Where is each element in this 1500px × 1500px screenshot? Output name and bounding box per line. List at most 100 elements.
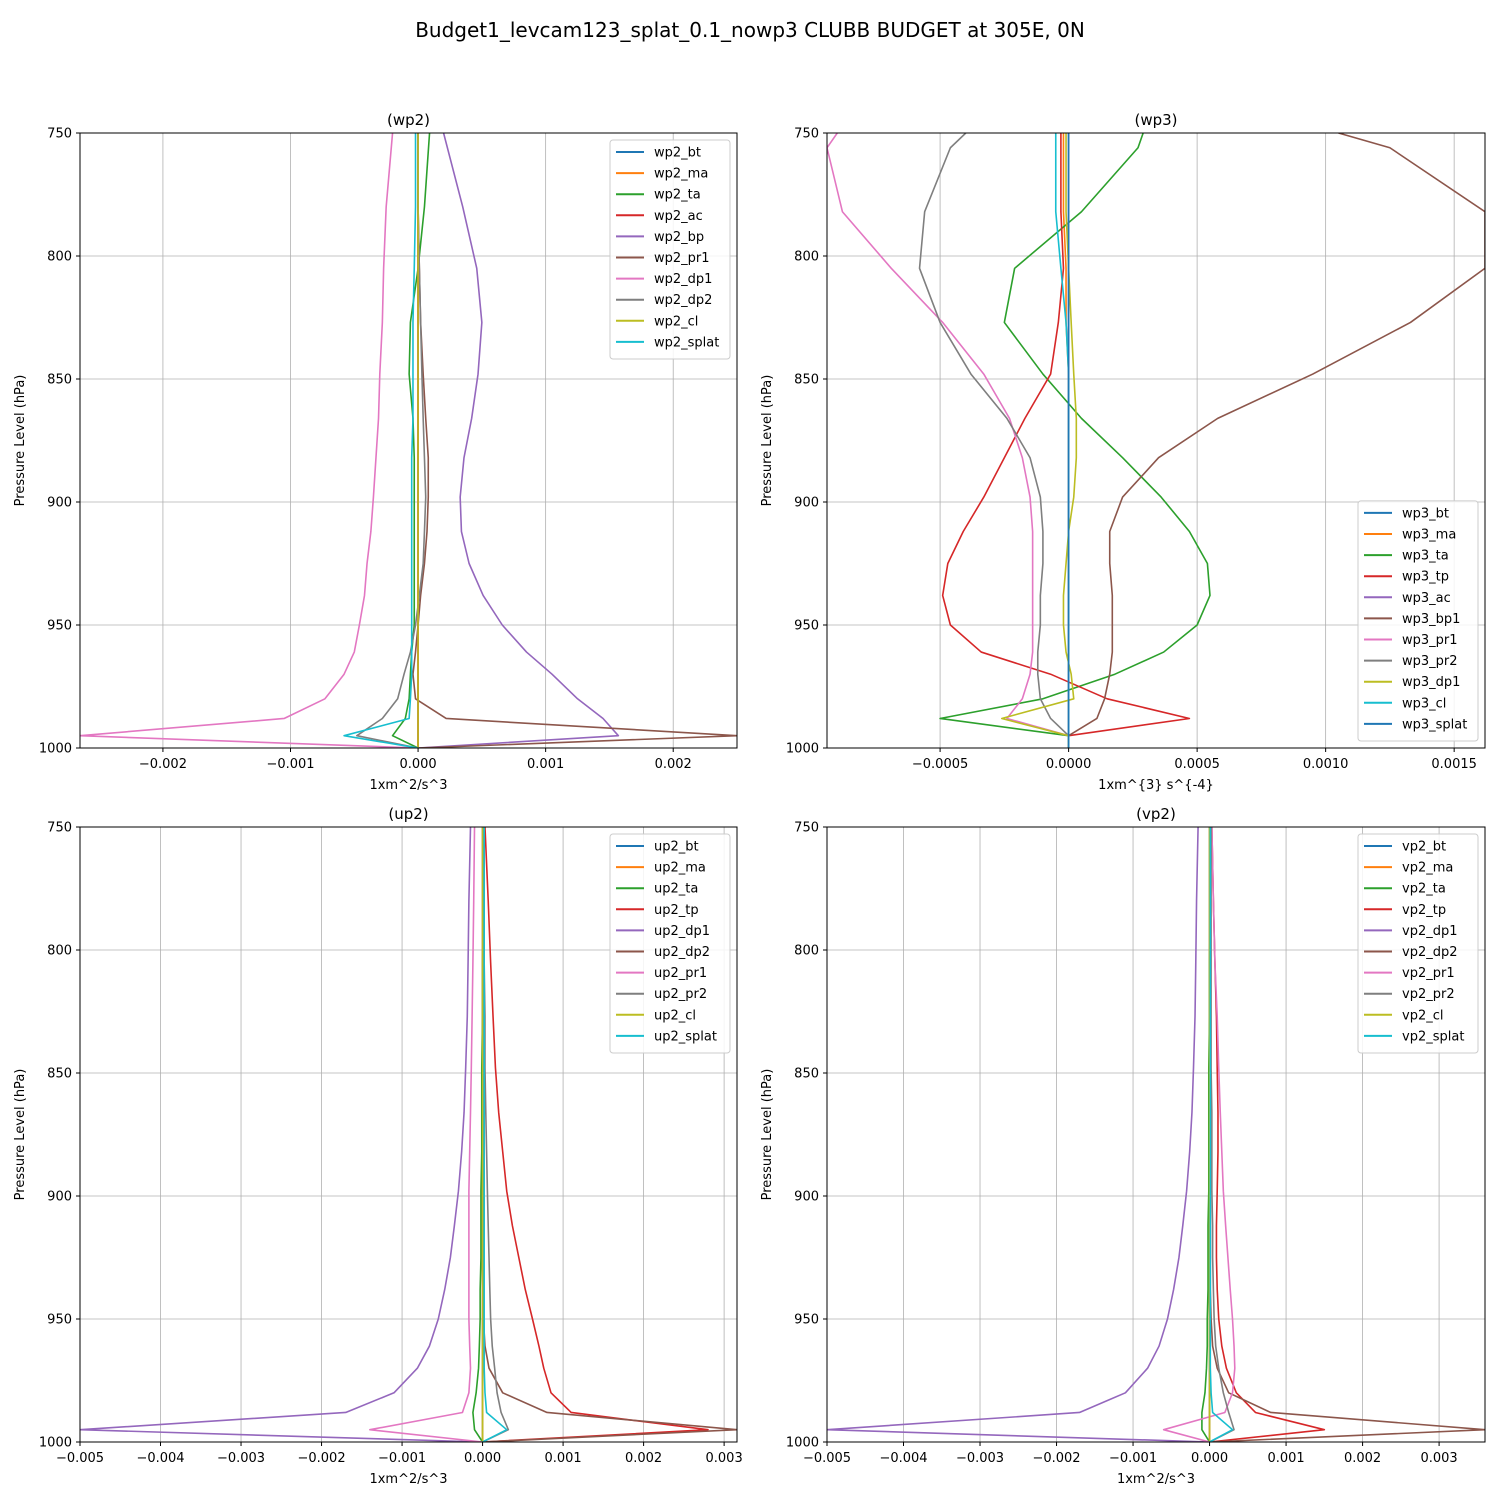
x-tick-label: 0.0015: [1431, 757, 1477, 772]
x-tick-label: −0.002: [1032, 1451, 1080, 1466]
subplots-group: −0.002 −0.001 0.000 0.001 0.002 750 800 850 900 9…: [13, 111, 1486, 1487]
series-group: [827, 827, 1485, 1442]
legend-label: up2_cl: [654, 1008, 696, 1023]
legend-item: wp2_bt: [616, 146, 701, 161]
legend-label: wp3_ta: [1402, 549, 1449, 564]
series-line-wp2_bp: [418, 133, 620, 748]
y-axis-label: Pressure Level (hPa): [760, 1069, 775, 1201]
legend-label: vp2_ta: [1402, 882, 1446, 897]
legend-label: wp3_splat: [1402, 717, 1467, 732]
legend-label: wp2_bt: [654, 146, 701, 161]
y-tick-label: 900: [794, 496, 819, 511]
y-tick-label: 950: [47, 619, 72, 634]
legend-item: up2_cl: [616, 1008, 696, 1023]
legend-label: wp2_ma: [654, 167, 708, 182]
legend-item: wp2_bp: [616, 230, 704, 245]
x-tick-label: −0.001: [266, 757, 314, 772]
subplot-title: (vp2): [1136, 805, 1176, 823]
legend-item: wp3_bp1: [1364, 612, 1460, 627]
axes-frame: [826, 826, 1486, 1443]
legend-item: wp2_ac: [616, 209, 703, 224]
legend-item: up2_dp2: [616, 945, 710, 960]
y-tick-label: 850: [47, 373, 72, 388]
x-tick-label: −0.002: [139, 757, 187, 772]
legend-item: up2_ma: [616, 861, 706, 876]
legend-item: wp3_dp1: [1364, 675, 1460, 690]
legend-item: wp2_pr1: [616, 251, 710, 266]
legend-label: wp2_splat: [654, 335, 719, 350]
subplot-title: (wp3): [1134, 111, 1177, 129]
legend-item: vp2_dp1: [1364, 924, 1458, 939]
legend-item: wp3_pr1: [1364, 633, 1458, 648]
y-tick-label: 950: [47, 1313, 72, 1328]
legend-item: wp2_cl: [616, 314, 698, 329]
series-line-wp2_dp2: [356, 133, 427, 748]
series-group: [827, 133, 1485, 748]
legend-label: vp2_cl: [1402, 1008, 1443, 1023]
y-tick-label: 750: [794, 127, 819, 142]
legend-label: vp2_pr2: [1402, 987, 1455, 1002]
y-tick-label: 850: [794, 1067, 819, 1082]
legend-item: vp2_ta: [1364, 882, 1446, 897]
series-line-wp3_pr1: [827, 133, 1070, 748]
legend-item: wp3_splat: [1364, 717, 1467, 732]
x-tick-label: 0.000: [1191, 1451, 1228, 1466]
axes-frame: [79, 826, 738, 1443]
y-tick-label: 900: [794, 1190, 819, 1205]
legend-item: up2_ta: [616, 882, 698, 897]
legend-item: wp3_cl: [1364, 696, 1446, 711]
series-group: [80, 827, 737, 1442]
legend-label: wp2_ac: [654, 209, 703, 224]
y-tick-label: 900: [47, 1190, 72, 1205]
legend-item: up2_pr2: [616, 987, 707, 1002]
legend-label: vp2_dp2: [1402, 945, 1458, 960]
x-axis-label: 1xm^{3} s^{-4}: [1098, 778, 1214, 793]
x-tick-label: 0.003: [1420, 1451, 1457, 1466]
x-tick-label: 0.000: [464, 1451, 501, 1466]
x-tick-label: 0.0005: [1174, 757, 1220, 772]
legend-item: up2_splat: [616, 1029, 717, 1044]
legend-item: up2_tp: [616, 903, 699, 918]
y-tick-label: 1000: [39, 1436, 72, 1451]
y-tick-label: 1000: [39, 742, 72, 757]
y-axis-label: Pressure Level (hPa): [13, 1069, 28, 1201]
y-tick-label: 950: [794, 619, 819, 634]
subplot-3: −0.005 −0.004 −0.003 −0.002 −0.001 0.000 0.001…: [13, 805, 743, 1487]
legend-item: wp3_ta: [1364, 549, 1449, 564]
legend-label: wp3_ac: [1402, 591, 1451, 606]
legend: wp2_bt wp2_ma wp2_ta wp2_ac wp2_bp wp2_pr1 wp2…: [609, 139, 731, 360]
legend-label: up2_splat: [654, 1029, 717, 1044]
axes-frame: [79, 132, 738, 749]
legend-item: up2_dp1: [616, 924, 710, 939]
series-line-up2_splat: [482, 827, 508, 1442]
legend-label: up2_ma: [654, 861, 706, 876]
legend-label: wp3_tp: [1402, 570, 1449, 585]
legend-item: vp2_pr2: [1364, 987, 1455, 1002]
series-line-wp2_splat: [343, 133, 419, 748]
x-tick-label: 0.003: [706, 1451, 743, 1466]
legend-item: vp2_bt: [1364, 840, 1446, 855]
x-tick-label: −0.0005: [912, 757, 968, 772]
legend-label: wp3_bp1: [1402, 612, 1460, 627]
x-axis-label: 1xm^2/s^3: [369, 1472, 447, 1487]
legend-label: wp3_ma: [1402, 528, 1456, 543]
x-tick-label: 0.002: [625, 1451, 662, 1466]
legend: up2_bt up2_ma up2_ta up2_tp up2_dp1 up2_dp2up…: [609, 833, 731, 1054]
y-tick-label: 750: [47, 127, 72, 142]
y-tick-label: 800: [47, 944, 72, 959]
series-line-vp2_pr1: [1162, 827, 1236, 1442]
series-line-wp3_bp1: [1067, 133, 1485, 748]
x-tick-label: 0.001: [1267, 1451, 1304, 1466]
y-tick-label: 1000: [786, 742, 819, 757]
series-line-vp2_dp1: [827, 827, 1210, 1442]
legend-label: up2_tp: [654, 903, 699, 918]
legend-item: wp2_splat: [616, 335, 719, 350]
series-group: [80, 133, 737, 748]
subplot-2: −0.0005 0.0000 0.0005 0.0010 0.0015 750 800 850…: [760, 111, 1486, 793]
x-tick-label: −0.001: [1109, 1451, 1157, 1466]
legend-label: up2_pr1: [654, 966, 707, 981]
legend-label: wp2_dp2: [654, 293, 712, 308]
legend-label: vp2_splat: [1402, 1029, 1464, 1044]
